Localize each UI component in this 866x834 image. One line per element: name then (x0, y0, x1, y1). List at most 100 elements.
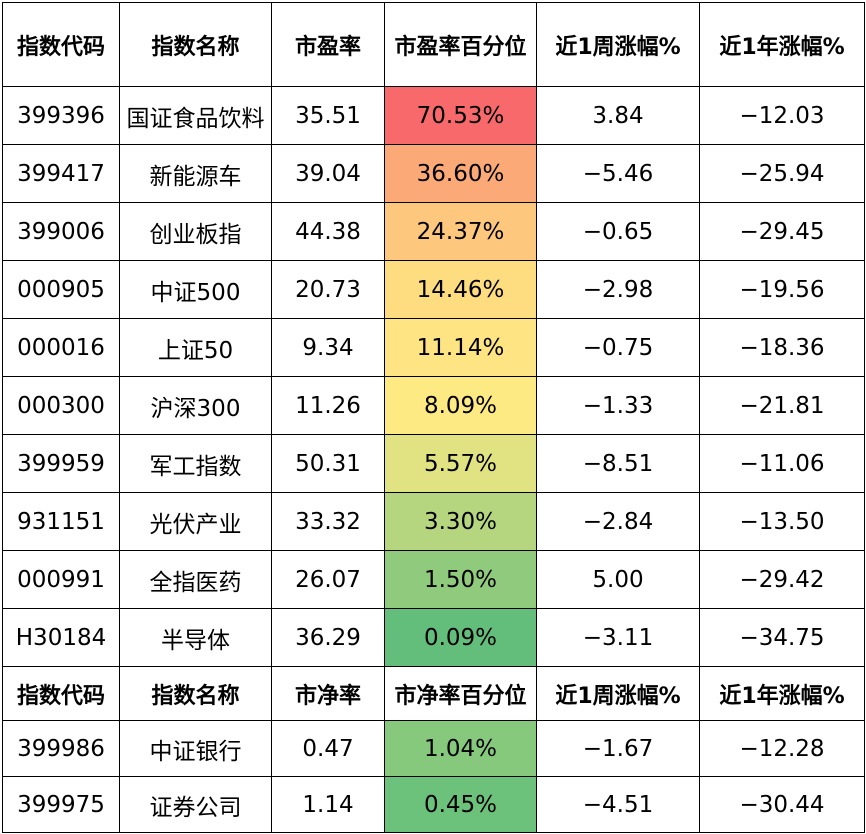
year-change: −19.56 (699, 260, 865, 319)
week-change: −2.84 (536, 492, 700, 551)
table-row: 000300 沪深300 11.26 8.09% −1.33 −21.81 (2, 376, 865, 435)
table-row: 399417 新能源车 39.04 36.60% −5.46 −25.94 (2, 144, 865, 203)
index-code: 000991 (2, 550, 120, 609)
index-code: 000300 (2, 376, 120, 435)
index-name: 国证食品饮料 (119, 86, 272, 145)
week-change: −1.33 (536, 376, 700, 435)
year-change: −12.03 (699, 86, 865, 145)
year-change: −29.45 (699, 202, 865, 261)
index-code: 000905 (2, 260, 120, 319)
index-code: 399396 (2, 86, 120, 145)
header-index-code: 指数代码 (2, 666, 120, 721)
percentile-value: 14.46% (384, 260, 537, 319)
week-change: −0.75 (536, 318, 700, 377)
ratio-value: 44.38 (271, 202, 385, 261)
ratio-value: 9.34 (271, 318, 385, 377)
header-row: 指数代码 指数名称 市盈率 市盈率百分位 近1周涨幅% 近1年涨幅% (2, 2, 865, 87)
year-change: −25.94 (699, 144, 865, 203)
percentile-value: 1.04% (384, 720, 537, 777)
year-change: −21.81 (699, 376, 865, 435)
year-change: −29.42 (699, 550, 865, 609)
percentile-value: 36.60% (384, 144, 537, 203)
header-ratio-percentile: 市净率百分位 (384, 666, 537, 721)
index-name: 中证银行 (119, 720, 272, 777)
index-code: 399006 (2, 202, 120, 261)
ratio-value: 26.07 (271, 550, 385, 609)
index-code: 399959 (2, 434, 120, 493)
index-name: 军工指数 (119, 434, 272, 493)
percentile-value: 0.45% (384, 776, 537, 833)
header-ratio: 市盈率 (271, 2, 385, 87)
ratio-value: 1.14 (271, 776, 385, 833)
index-name: 全指医药 (119, 550, 272, 609)
week-change: 5.00 (536, 550, 700, 609)
table-row: 399975 证券公司 1.14 0.45% −4.51 −30.44 (2, 776, 865, 833)
header-year-change: 近1年涨幅% (699, 666, 865, 721)
year-change: −11.06 (699, 434, 865, 493)
week-change: 3.84 (536, 86, 700, 145)
header-week-change: 近1周涨幅% (536, 2, 700, 87)
year-change: −30.44 (699, 776, 865, 833)
week-change: −8.51 (536, 434, 700, 493)
ratio-value: 35.51 (271, 86, 385, 145)
week-change: −4.51 (536, 776, 700, 833)
percentile-value: 1.50% (384, 550, 537, 609)
index-name: 证券公司 (119, 776, 272, 833)
ratio-value: 0.47 (271, 720, 385, 777)
year-change: −13.50 (699, 492, 865, 551)
index-code: 399986 (2, 720, 120, 777)
percentile-value: 70.53% (384, 86, 537, 145)
week-change: −0.65 (536, 202, 700, 261)
table-row: 000016 上证50 9.34 11.14% −0.75 −18.36 (2, 318, 865, 377)
percentile-value: 24.37% (384, 202, 537, 261)
ratio-value: 20.73 (271, 260, 385, 319)
table-row: 399006 创业板指 44.38 24.37% −0.65 −29.45 (2, 202, 865, 261)
index-code: 399417 (2, 144, 120, 203)
percentile-value: 5.57% (384, 434, 537, 493)
ratio-value: 33.32 (271, 492, 385, 551)
header-ratio-percentile: 市盈率百分位 (384, 2, 537, 87)
year-change: −34.75 (699, 608, 865, 667)
table-row: 399959 军工指数 50.31 5.57% −8.51 −11.06 (2, 434, 865, 493)
week-change: −5.46 (536, 144, 700, 203)
week-change: −1.67 (536, 720, 700, 777)
header-index-name: 指数名称 (119, 2, 272, 87)
index-name: 上证50 (119, 318, 272, 377)
index-code: H30184 (2, 608, 120, 667)
header-week-change: 近1周涨幅% (536, 666, 700, 721)
table-row: 399986 中证银行 0.47 1.04% −1.67 −12.28 (2, 720, 865, 777)
index-code: 931151 (2, 492, 120, 551)
week-change: −2.98 (536, 260, 700, 319)
index-name: 新能源车 (119, 144, 272, 203)
index-name: 创业板指 (119, 202, 272, 261)
index-name: 中证500 (119, 260, 272, 319)
ratio-value: 39.04 (271, 144, 385, 203)
percentile-value: 0.09% (384, 608, 537, 667)
ratio-value: 36.29 (271, 608, 385, 667)
week-change: −3.11 (536, 608, 700, 667)
index-name: 沪深300 (119, 376, 272, 435)
percentile-value: 11.14% (384, 318, 537, 377)
header-year-change: 近1年涨幅% (699, 2, 865, 87)
header-index-name: 指数名称 (119, 666, 272, 721)
percentile-value: 8.09% (384, 376, 537, 435)
header-row: 指数代码 指数名称 市净率 市净率百分位 近1周涨幅% 近1年涨幅% (2, 666, 865, 721)
table-row: 931151 光伏产业 33.32 3.30% −2.84 −13.50 (2, 492, 865, 551)
table-row: H30184 半导体 36.29 0.09% −3.11 −34.75 (2, 608, 865, 667)
header-ratio: 市净率 (271, 666, 385, 721)
table-row: 399396 国证食品饮料 35.51 70.53% 3.84 −12.03 (2, 86, 865, 145)
index-name: 光伏产业 (119, 492, 272, 551)
percentile-value: 3.30% (384, 492, 537, 551)
ratio-value: 11.26 (271, 376, 385, 435)
index-code: 000016 (2, 318, 120, 377)
index-name: 半导体 (119, 608, 272, 667)
ratio-value: 50.31 (271, 434, 385, 493)
table-row: 000991 全指医药 26.07 1.50% 5.00 −29.42 (2, 550, 865, 609)
year-change: −12.28 (699, 720, 865, 777)
table-row: 000905 中证500 20.73 14.46% −2.98 −19.56 (2, 260, 865, 319)
year-change: −18.36 (699, 318, 865, 377)
index-code: 399975 (2, 776, 120, 833)
header-index-code: 指数代码 (2, 2, 120, 87)
